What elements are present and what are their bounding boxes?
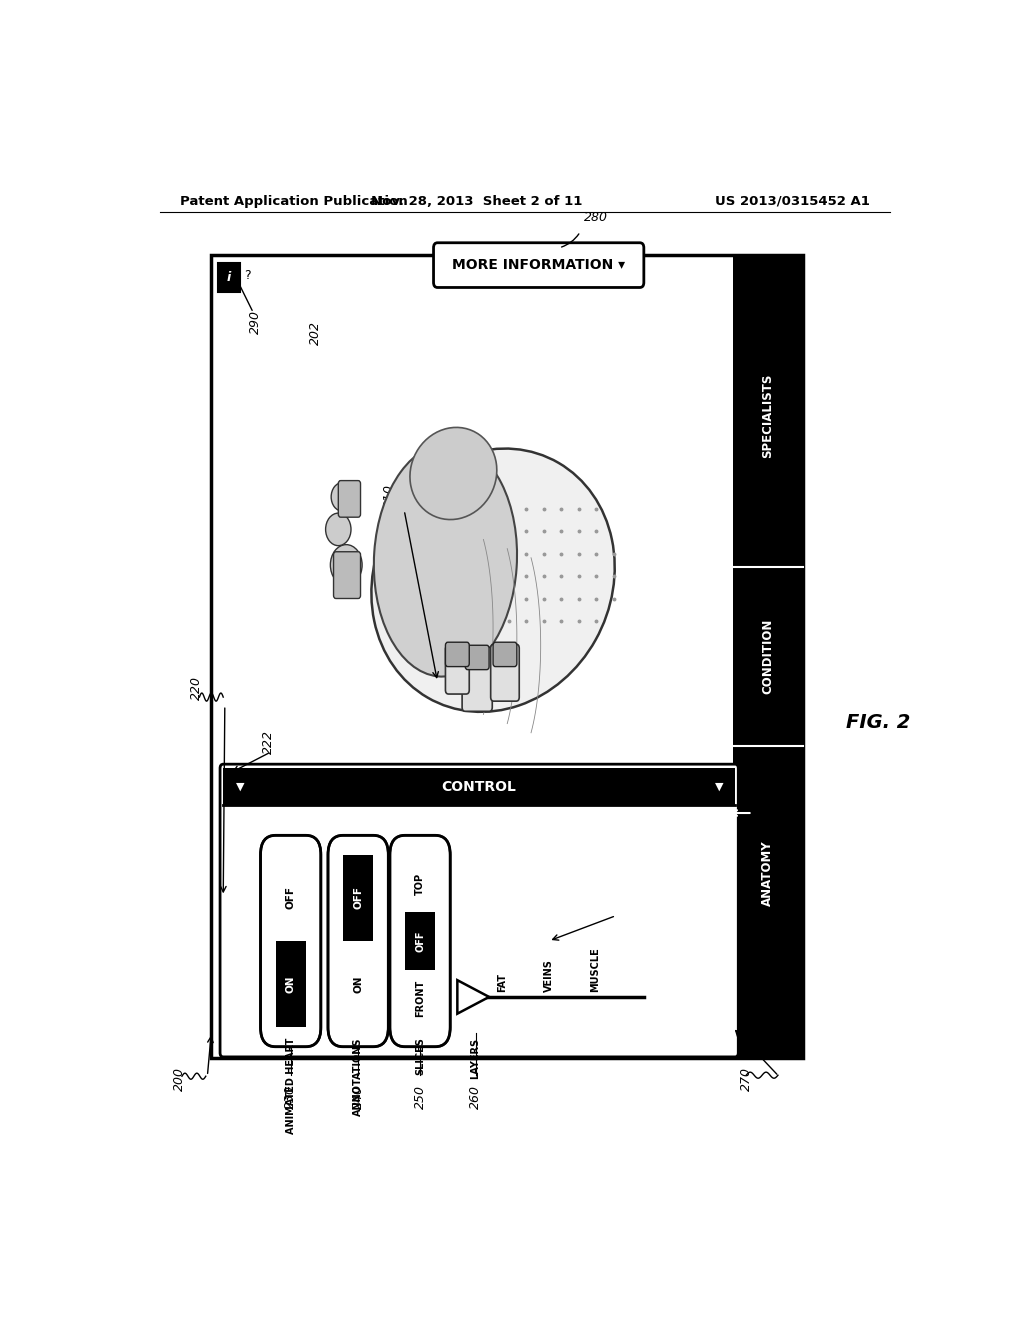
FancyBboxPatch shape [390, 836, 451, 1047]
Text: OFF: OFF [353, 886, 364, 909]
Text: ANIMATED HEART: ANIMATED HEART [286, 1038, 296, 1134]
FancyBboxPatch shape [490, 644, 519, 701]
Text: ON: ON [353, 975, 364, 993]
Text: FRONT: FRONT [415, 979, 425, 1018]
Text: CONDITION: CONDITION [761, 619, 774, 694]
Ellipse shape [372, 449, 614, 711]
Text: 280: 280 [584, 211, 607, 224]
FancyBboxPatch shape [433, 243, 644, 288]
Text: FIG. 2: FIG. 2 [846, 713, 910, 733]
Text: 200: 200 [173, 1068, 186, 1092]
Text: ANNOTATIONS: ANNOTATIONS [353, 1038, 364, 1117]
Text: ▼: ▼ [715, 781, 724, 792]
Text: 222: 222 [262, 730, 275, 754]
FancyBboxPatch shape [445, 645, 469, 694]
Text: MORE INFORMATION ▾: MORE INFORMATION ▾ [453, 259, 626, 272]
FancyBboxPatch shape [220, 764, 738, 1057]
Text: TOP: TOP [415, 873, 425, 895]
FancyBboxPatch shape [260, 836, 321, 1047]
FancyBboxPatch shape [334, 552, 360, 598]
Text: SPECIALISTS: SPECIALISTS [761, 374, 774, 458]
Text: 290: 290 [249, 310, 261, 334]
Text: ▼: ▼ [237, 781, 245, 792]
FancyBboxPatch shape [275, 941, 306, 1027]
Circle shape [326, 513, 351, 545]
Text: US 2013/0315452 A1: US 2013/0315452 A1 [715, 194, 870, 207]
Text: FAT: FAT [498, 973, 508, 991]
Text: 210: 210 [383, 484, 396, 508]
FancyBboxPatch shape [465, 645, 489, 669]
Ellipse shape [374, 444, 517, 677]
Ellipse shape [410, 428, 497, 520]
Text: VEINS: VEINS [544, 958, 554, 991]
Text: MUSCLE: MUSCLE [590, 946, 600, 991]
FancyBboxPatch shape [328, 836, 388, 1047]
Text: 230: 230 [285, 1085, 297, 1109]
Text: CONTROL: CONTROL [441, 780, 516, 793]
Text: Patent Application Publication: Patent Application Publication [179, 194, 408, 207]
Polygon shape [458, 981, 489, 1014]
FancyBboxPatch shape [404, 912, 435, 970]
FancyBboxPatch shape [218, 263, 240, 292]
Text: 240: 240 [351, 1085, 365, 1109]
FancyBboxPatch shape [494, 643, 517, 667]
Text: OFF: OFF [286, 886, 296, 909]
Text: 250: 250 [414, 1085, 427, 1109]
FancyBboxPatch shape [338, 480, 360, 517]
Text: 202: 202 [309, 321, 322, 346]
FancyBboxPatch shape [733, 255, 803, 1057]
Text: 270: 270 [739, 1068, 753, 1092]
FancyBboxPatch shape [223, 768, 735, 805]
Text: i: i [226, 271, 231, 284]
Text: ANATOMY: ANATOMY [761, 841, 774, 906]
Text: Nov. 28, 2013  Sheet 2 of 11: Nov. 28, 2013 Sheet 2 of 11 [372, 194, 583, 207]
Text: LAYERS: LAYERS [471, 1038, 480, 1078]
Text: OFF: OFF [415, 931, 425, 952]
FancyBboxPatch shape [445, 643, 469, 667]
FancyBboxPatch shape [462, 647, 493, 711]
Text: 220: 220 [189, 676, 203, 700]
Circle shape [331, 545, 362, 585]
Text: 260: 260 [469, 1085, 482, 1109]
FancyBboxPatch shape [211, 255, 803, 1057]
Text: ?: ? [244, 269, 251, 282]
Circle shape [331, 483, 353, 511]
FancyBboxPatch shape [343, 854, 373, 941]
Text: ON: ON [286, 975, 296, 993]
Text: 660: 660 [613, 907, 627, 931]
Text: SLICES: SLICES [415, 1038, 425, 1076]
